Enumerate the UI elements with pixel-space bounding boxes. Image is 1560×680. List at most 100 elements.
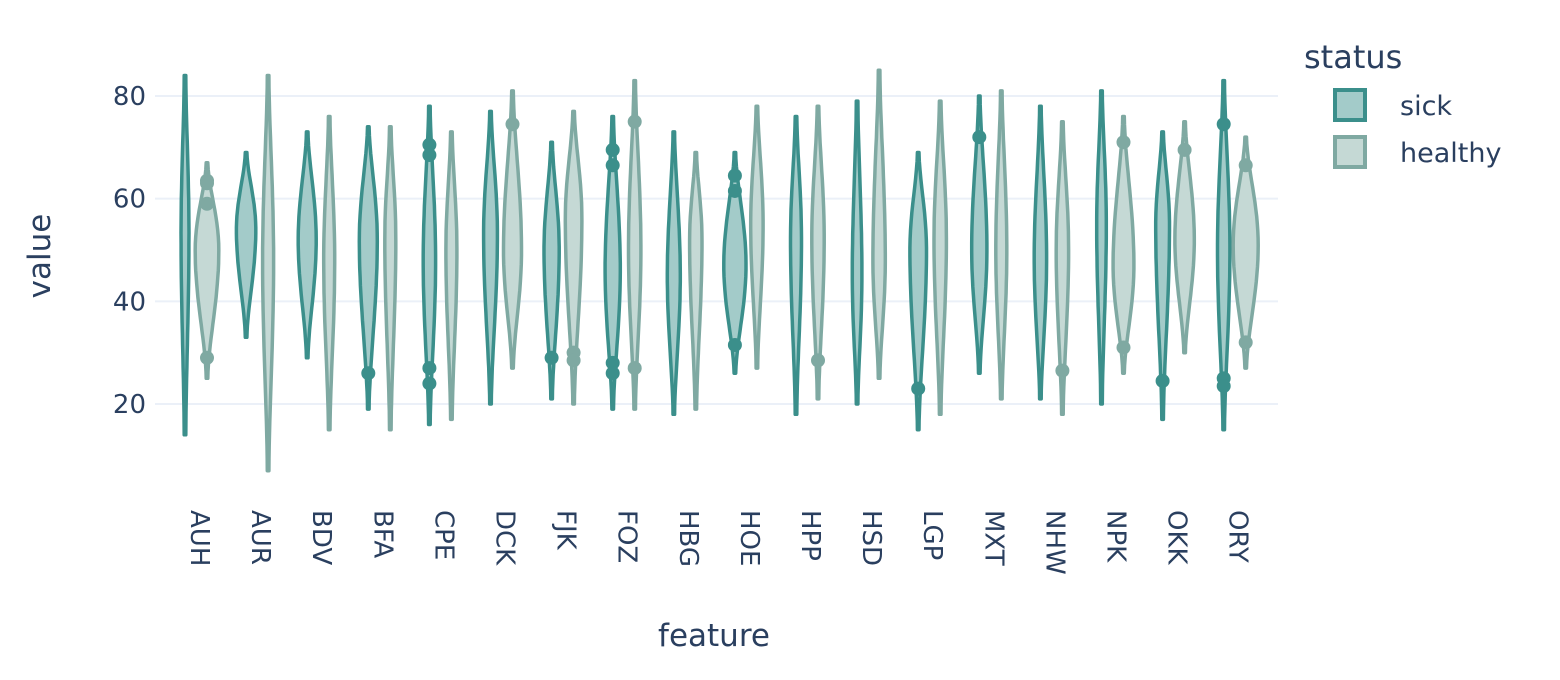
violin-okk-healthy (1173, 119, 1197, 355)
outlier-hoe-sick-1 (727, 183, 742, 198)
legend[interactable]: status sick healthy (1304, 38, 1501, 169)
legend-item-healthy[interactable]: healthy (1333, 135, 1501, 169)
outlier-ory-sick-2 (1216, 379, 1231, 394)
violin-okk-sick (1153, 130, 1172, 422)
y-axis-ticks: 20 40 60 80 (113, 82, 146, 420)
series-sick (179, 73, 1232, 437)
violin-foz-sick (603, 114, 623, 411)
violin-ory-sick (1215, 78, 1232, 432)
violin-mxt-healthy (994, 89, 1009, 401)
violin-ory-healthy (1231, 135, 1260, 370)
legend-swatch-healthy (1333, 135, 1367, 169)
x-tick-label-bfa: BFA (367, 510, 397, 558)
violin-dck-sick (481, 109, 500, 406)
outlier-foz-healthy-1 (627, 361, 642, 376)
violin-nhw-sick (1032, 104, 1049, 401)
y-tick-label-20: 20 (113, 390, 146, 420)
violin-aur-sick (234, 150, 258, 340)
violin-hsd-sick (850, 99, 864, 406)
violin-npk-sick (1094, 89, 1109, 406)
outlier-fjk-healthy-1 (566, 353, 581, 368)
violin-foz-healthy (626, 78, 643, 411)
violin-nhw-healthy (1054, 119, 1071, 417)
outlier-okk-sick-0 (1155, 373, 1170, 388)
violin-lgp-sick (908, 150, 929, 432)
y-tick-label-80: 80 (113, 82, 146, 112)
violins (179, 68, 1260, 473)
outlier-fjk-sick-0 (544, 350, 559, 365)
outlier-auh-healthy-1 (200, 176, 214, 191)
outlier-foz-healthy-0 (627, 114, 642, 129)
y-tick-label-40: 40 (113, 287, 146, 317)
violin-bfa-sick (357, 125, 380, 411)
violin-mxt-sick (969, 94, 989, 375)
x-tick-label-okk: OKK (1162, 510, 1192, 566)
outlier-foz-sick-2 (605, 355, 620, 370)
outlier-foz-sick-1 (605, 158, 620, 173)
x-tick-label-foz: FOZ (612, 510, 642, 563)
violin-dck-healthy (501, 89, 524, 370)
x-tick-label-cpe: CPE (428, 510, 458, 560)
outlier-ory-healthy-0 (1238, 158, 1253, 173)
x-tick-label-lgp: LGP (917, 510, 947, 560)
outlier-dck-healthy-0 (505, 117, 520, 132)
violin-lgp-healthy (932, 99, 949, 417)
violin-hbg-healthy (687, 150, 704, 411)
outlier-foz-sick-0 (605, 142, 620, 157)
outlier-npk-healthy-0 (1116, 135, 1131, 150)
x-tick-label-auh: AUH (184, 510, 214, 566)
violin-cpe-sick (421, 104, 438, 427)
violin-hpp-healthy (810, 104, 826, 401)
outlier-okk-healthy-0 (1177, 142, 1192, 157)
outlier-lgp-sick-0 (911, 381, 926, 396)
legend-item-sick[interactable]: sick (1333, 88, 1452, 122)
x-tick-label-aur: AUR (245, 510, 275, 565)
series-healthy (193, 68, 1260, 473)
violin-bfa-healthy (383, 125, 398, 432)
violin-fjk-healthy (563, 109, 584, 406)
x-tick-label-ory: ORY (1223, 510, 1253, 563)
outlier-hoe-sick-0 (727, 168, 742, 183)
outlier-nhw-healthy-0 (1055, 363, 1070, 378)
outlier-npk-healthy-1 (1116, 340, 1131, 355)
outlier-cpe-sick-1 (422, 148, 437, 163)
grid (155, 95, 1278, 405)
outlier-hpp-healthy-0 (811, 353, 825, 368)
violin-hoe-healthy (748, 104, 765, 370)
outlier-cpe-sick-3 (422, 376, 437, 391)
x-axis-title: feature (658, 618, 770, 654)
x-tick-label-bdv: BDV (306, 510, 336, 565)
y-tick-label-60: 60 (113, 185, 146, 215)
outlier-cpe-sick-2 (422, 361, 437, 376)
outlier-cpe-sick-0 (422, 137, 437, 152)
outlier-bfa-sick-0 (361, 366, 376, 381)
legend-swatch-sick (1333, 88, 1367, 122)
violin-aur-healthy (260, 73, 276, 473)
outlier-ory-sick-0 (1216, 117, 1231, 132)
outlier-auh-healthy-3 (200, 350, 214, 365)
x-tick-label-hoe: HOE (734, 510, 764, 566)
violin-bdv-healthy (321, 114, 337, 432)
x-tick-label-hpp: HPP (795, 510, 825, 561)
outlier-mxt-sick-0 (972, 130, 987, 145)
x-tick-label-hsd: HSD (856, 510, 886, 566)
violin-hsd-healthy (871, 68, 888, 381)
x-tick-label-hbg: HBG (673, 510, 703, 567)
violin-hbg-sick (665, 130, 683, 417)
x-axis-ticks: AUH AUR BDV BFA CPE DCK FJK FOZ HBG HOE HPP HSD LGP M… (184, 510, 1253, 575)
x-tick-label-npk: NPK (1101, 510, 1131, 563)
outlier-hoe-sick-2 (727, 337, 742, 352)
x-tick-label-nhw: NHW (1039, 510, 1069, 575)
violin-fjk-sick (542, 140, 561, 401)
x-tick-label-mxt: MXT (978, 510, 1008, 566)
outlier-foz-sick-3 (605, 366, 620, 381)
violin-hoe-sick (722, 150, 748, 375)
legend-label-sick: sick (1400, 91, 1452, 122)
outlier-ory-healthy-1 (1238, 335, 1253, 350)
violin-cpe-healthy (444, 130, 459, 422)
violin-auh-sick (179, 73, 191, 437)
violin-hpp-sick (788, 114, 804, 417)
x-tick-label-fjk: FJK (551, 510, 581, 551)
legend-label-healthy: healthy (1400, 138, 1501, 169)
